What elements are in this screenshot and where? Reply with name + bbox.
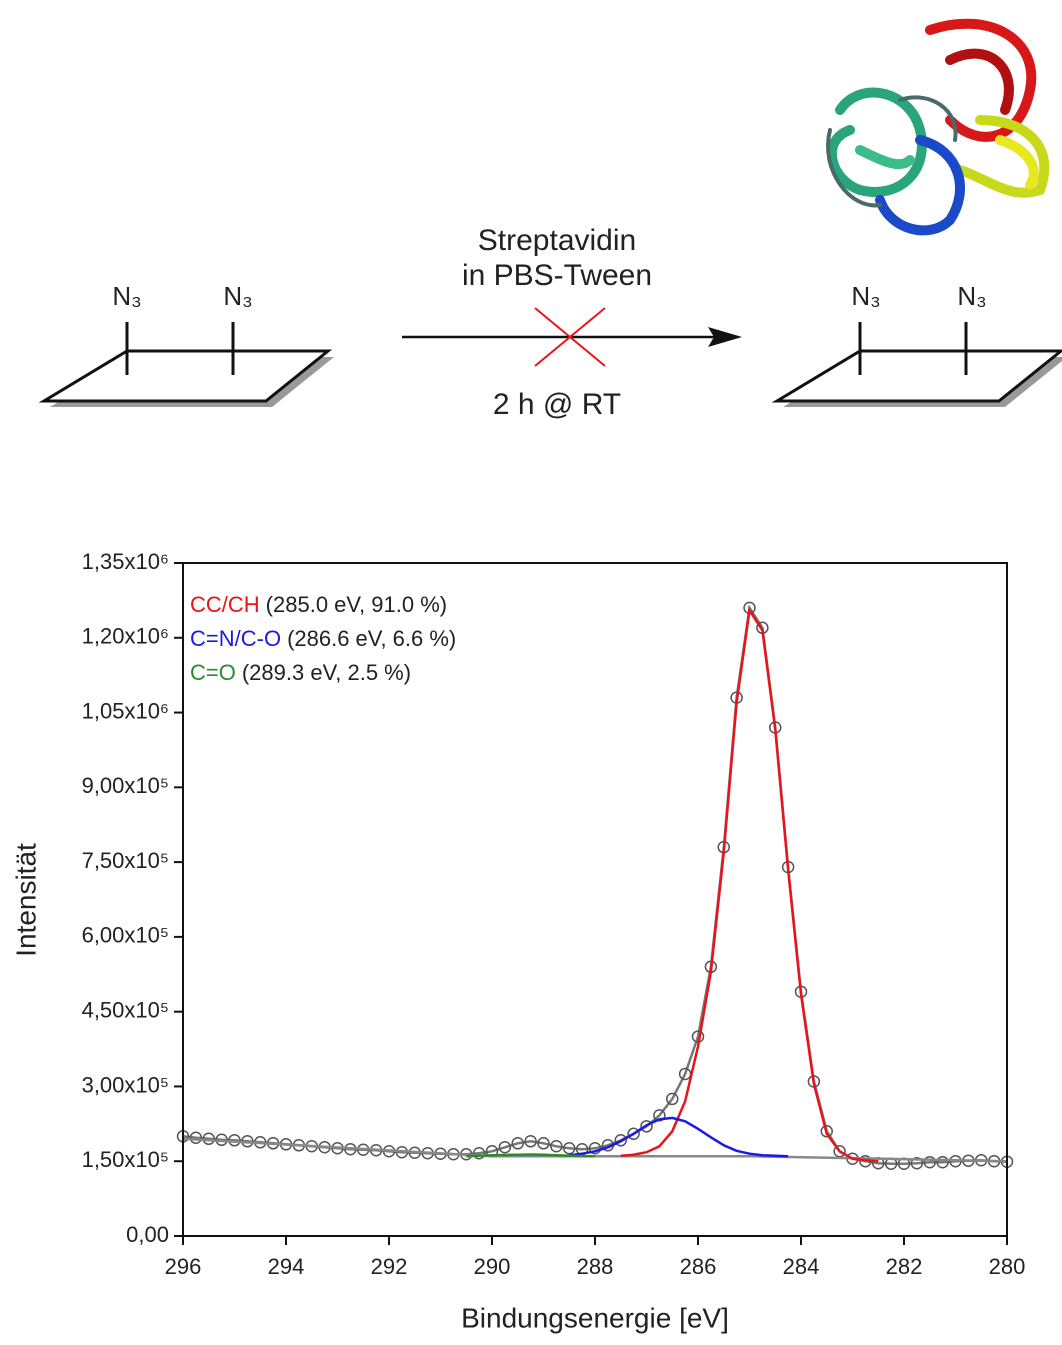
series-line <box>466 1153 595 1158</box>
data-point <box>910 1156 924 1170</box>
x-axis-label: Bindungsenergie [eV] <box>461 1302 729 1333</box>
data-point <box>614 1134 627 1147</box>
legend-name: C=N/C-O <box>190 626 281 651</box>
x-tick-label: 282 <box>886 1254 923 1279</box>
data-point <box>627 1127 640 1141</box>
legend-detail: (289.3 eV, 2.5 %) <box>242 660 411 685</box>
substituent-label: N₃ <box>957 281 986 311</box>
legend-detail: (286.6 eV, 6.6 %) <box>287 626 456 651</box>
y-tick-label: 1,05x10⁶ <box>82 698 169 723</box>
data-point <box>189 1131 203 1145</box>
series-line <box>182 604 1008 1165</box>
y-tick-label: 6,00x10⁵ <box>82 923 169 948</box>
data-point <box>640 1120 653 1133</box>
x-tick-label: 292 <box>371 1254 408 1279</box>
substituent-label: N₃ <box>223 281 252 311</box>
x-tick-label: 286 <box>680 1254 717 1279</box>
plot-frame <box>182 562 1008 1237</box>
condition: 2 h @ RT <box>493 388 621 421</box>
y-tick-label: 3,00x10⁵ <box>82 1072 169 1097</box>
legend-name: C=O <box>190 660 236 685</box>
legend-name: CC/CH <box>190 592 260 617</box>
x-tick-label: 280 <box>989 1254 1026 1279</box>
x-tick-label: 284 <box>783 1254 820 1279</box>
data-point <box>498 1141 512 1154</box>
reagent: Streptavidin <box>478 224 636 257</box>
data-point <box>653 1109 666 1122</box>
scheme <box>38 307 1062 407</box>
y-tick-label: 1,35x10⁶ <box>82 549 169 574</box>
data-point <box>537 1137 550 1150</box>
data-point <box>511 1137 524 1150</box>
legend-entry: CC/CH (285.0 eV, 91.0 %) <box>190 592 447 617</box>
substituent-label: N₃ <box>851 281 880 311</box>
legend-entry: C=O (289.3 eV, 2.5 %) <box>190 660 411 685</box>
x-tick-label: 290 <box>474 1254 511 1279</box>
data-point <box>588 1142 602 1155</box>
data-point <box>936 1155 949 1169</box>
y-tick-label: 0,00 <box>126 1222 169 1247</box>
data-point <box>472 1146 486 1160</box>
series-line <box>569 1116 789 1158</box>
legend-detail: (285.0 eV, 91.0 %) <box>266 592 447 617</box>
data-point <box>666 1092 679 1106</box>
y-axis-label: Intensität <box>10 843 41 957</box>
series-line <box>182 1137 1008 1163</box>
y-tick-label: 7,50x10⁵ <box>82 848 169 873</box>
data-point <box>820 1125 833 1138</box>
y-tick-label: 9,00x10⁵ <box>82 773 169 798</box>
y-tick-label: 4,50x10⁵ <box>82 997 169 1022</box>
data-point <box>524 1135 537 1148</box>
x-tick-label: 288 <box>577 1254 614 1279</box>
data-point <box>563 1142 576 1155</box>
reagent: in PBS-Tween <box>462 259 652 292</box>
series-line <box>620 606 879 1163</box>
substituent-label: N₃ <box>112 281 141 311</box>
data-point <box>923 1155 936 1169</box>
protein-illustration <box>826 18 1050 236</box>
x-tick-label: 296 <box>165 1254 202 1279</box>
x-tick-label: 294 <box>268 1254 305 1279</box>
legend-entry: C=N/C-O (286.6 eV, 6.6 %) <box>190 626 456 651</box>
y-tick-label: 1,20x10⁶ <box>82 624 169 649</box>
y-tick-label: 1,50x10⁵ <box>82 1147 169 1172</box>
data-point <box>550 1140 563 1153</box>
